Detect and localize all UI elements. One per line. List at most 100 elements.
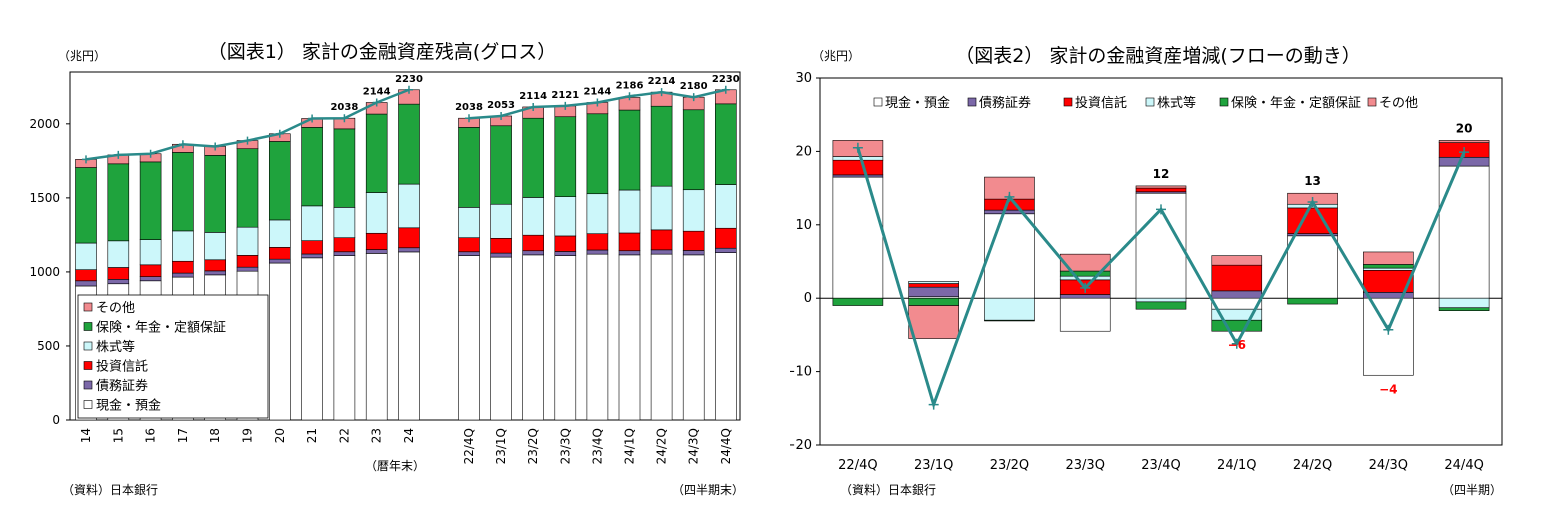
chart2-bar-series-5 <box>1438 140 1490 143</box>
chart1-bar-series-3 <box>301 205 323 241</box>
chart1-xtick-label: 17 <box>176 428 190 443</box>
chart2-legend-swatch <box>1145 97 1155 107</box>
chart1-legend-swatch <box>83 400 93 409</box>
chart1-bar-series-2 <box>301 240 323 255</box>
chart1-total-point <box>308 114 317 123</box>
chart2-legend-swatch <box>1219 97 1229 107</box>
chart2-bar-series-2 <box>832 159 884 176</box>
chart1-xtick-label: 19 <box>241 428 255 443</box>
chart1-total-label: 2230 <box>395 74 423 85</box>
chart1-bar-series-0 <box>490 256 512 421</box>
chart1-bar-series-4 <box>398 103 420 185</box>
chart1-xtick-label: 16 <box>144 428 158 443</box>
chart1-xtick-label: 23 <box>370 428 384 443</box>
chart1-total-label: 2121 <box>551 90 579 101</box>
chart1-total-label: 2180 <box>680 81 708 92</box>
chart2-bar-series-1 <box>1363 292 1414 299</box>
chart1-xtick-label: 23/2Q <box>526 428 540 464</box>
chart1-xtick-label: 24/1Q <box>623 428 637 464</box>
chart1-group-label-quarterly: （四半期末） <box>672 483 744 497</box>
chart1-bar-series-3 <box>172 230 194 262</box>
chart1-total-label: 2144 <box>363 87 391 98</box>
chart2-bar-series-2 <box>908 283 959 288</box>
chart1-legend-swatch <box>83 341 93 351</box>
chart1-bar-series-3 <box>714 184 737 229</box>
chart2-bar-series-4 <box>908 297 959 306</box>
chart1-total-point <box>275 129 284 138</box>
chart1-legend-swatch <box>83 302 93 312</box>
chart2-plot-area: −20 −10 0 10 20 30 22/4Q 23/1Q 23/2Q 23/3Q 23/4Q 24… <box>790 71 1503 473</box>
chart2-legend-swatch <box>1063 97 1073 107</box>
chart1-legend-swatch <box>83 380 93 390</box>
chart2-legend-label: 投資信託 <box>1075 95 1127 111</box>
chart2-xtick-label: 24/1Q <box>1217 458 1256 473</box>
chart2-period-label: （四半期） <box>1442 483 1502 497</box>
chart1-bar-series-0 <box>522 254 545 421</box>
chart1-bar-series-1 <box>301 253 323 259</box>
chart1-bar-series-4 <box>365 113 388 193</box>
chart1-bar-series-4 <box>554 116 577 197</box>
chart1-bar-series-0 <box>650 253 673 421</box>
chart2-xtick-label: 23/1Q <box>914 458 953 473</box>
chart2-bar-series-5 <box>1211 255 1263 266</box>
chart1-ytick-label: 500 <box>37 339 60 353</box>
chart2-bar-series-4 <box>1211 319 1263 332</box>
chart2-bar-series-3 <box>1363 267 1414 271</box>
chart2-bar-series-3 <box>1135 297 1187 303</box>
chart1-xtick-label: 22/4Q <box>462 428 476 464</box>
chart1-bar-series-2 <box>714 227 737 249</box>
chart1-bar-series-3 <box>682 189 705 232</box>
chart2-total-point <box>1307 197 1318 208</box>
chart2-bar-series-0 <box>832 176 884 299</box>
chart2-total-label: −6 <box>1228 338 1246 352</box>
chart1-total-point <box>146 149 155 158</box>
chart2-legend-label: 債務証券 <box>979 95 1031 111</box>
chart2-bar-series-2 <box>1211 264 1263 292</box>
chart1-bar-series-1 <box>75 280 97 287</box>
chart2-ytick-label: 0 <box>804 291 812 306</box>
chart1-bar-series-2 <box>650 229 673 251</box>
chart1-legend-label: 現金・預金 <box>96 398 161 414</box>
chart2-bar-series-3 <box>984 297 1035 321</box>
chart2-bar-series-1 <box>1059 294 1111 299</box>
chart1-bar-series-1 <box>554 251 577 256</box>
chart1-bar-series-2 <box>398 227 420 249</box>
chart1-bar-series-1 <box>139 276 162 282</box>
chart2-bar-series-4 <box>1363 264 1414 269</box>
chart1-bar-series-4 <box>586 113 609 195</box>
chart1-bar-series-3 <box>139 239 162 266</box>
chart2-bar-series-1 <box>1438 156 1490 167</box>
chart-flow-changes: （図表2） 家計の金融資産増減(フローの動き） （兆円） −20 −10 0 10 20… <box>790 45 1503 497</box>
chart1-bar-series-2 <box>204 259 226 272</box>
chart1-total-label: 2038 <box>330 102 358 113</box>
chart2-xtick-label: 23/2Q <box>990 458 1029 473</box>
chart1-total-point <box>243 136 252 145</box>
chart1-bar-series-0 <box>301 257 323 421</box>
chart1-bar-series-4 <box>301 127 323 207</box>
chart1-total-point <box>625 92 634 101</box>
chart1-unit-label: （兆円） <box>58 49 106 63</box>
chart1-bar-series-0 <box>618 254 641 421</box>
chart1-bar-series-4 <box>490 125 512 205</box>
chart1-bar-series-3 <box>522 197 545 236</box>
chart1-xtick-label: 23/4Q <box>590 428 604 464</box>
chart2-legend-swatch <box>873 97 883 107</box>
chart1-ytick-label: 0 <box>52 413 60 427</box>
chart1-bar-series-4 <box>107 163 130 242</box>
chart1-bar-series-2 <box>75 269 97 282</box>
chart1-bar-series-2 <box>333 237 356 253</box>
chart1-bar-series-2 <box>236 255 259 268</box>
chart2-total-point <box>1156 204 1166 215</box>
chart2-bar-series-5 <box>1363 251 1414 265</box>
chart1-total-label: 2053 <box>487 100 515 111</box>
chart1-bar-series-2 <box>139 264 162 277</box>
chart1-bar-series-2 <box>172 260 194 274</box>
chart1-total-point <box>405 85 413 94</box>
chart1-bar-series-2 <box>554 235 577 252</box>
chart1-total-point <box>657 88 666 97</box>
chart2-bar-series-2 <box>1135 187 1187 193</box>
chart2-unit-label: （兆円） <box>812 49 860 63</box>
chart1-bar-series-1 <box>618 250 641 256</box>
chart1-bar-series-1 <box>398 247 420 253</box>
chart2-title: （図表2） 家計の金融資産増減(フローの動き） <box>955 45 1361 67</box>
